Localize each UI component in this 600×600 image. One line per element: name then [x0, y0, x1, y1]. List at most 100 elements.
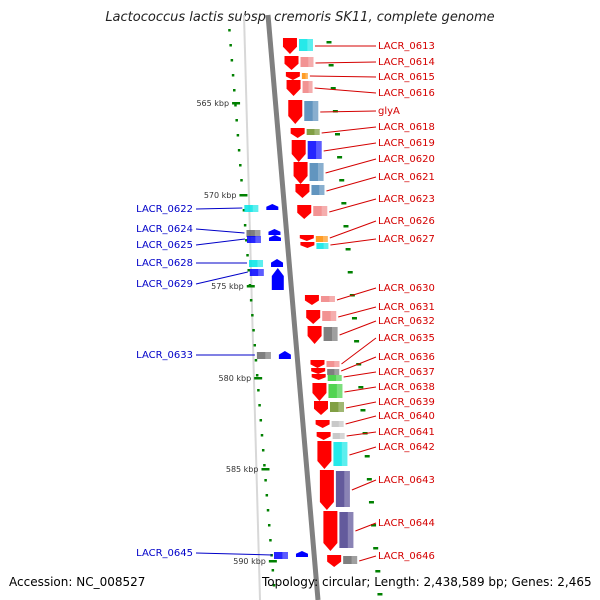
cds-arrow-reverse	[271, 259, 284, 267]
cds-arrow	[313, 401, 328, 415]
gene-feature-shade	[305, 73, 308, 79]
scale-dot	[257, 389, 260, 392]
scale-dot	[264, 479, 267, 482]
scale-dot	[267, 524, 271, 527]
gene-feature-shade	[338, 402, 344, 412]
gene-feature	[244, 205, 259, 212]
gene-feature-shade	[338, 421, 344, 427]
gene-feature-shade	[254, 230, 261, 237]
gene-feature	[327, 375, 342, 381]
scale-dash	[377, 593, 383, 596]
gene-feature-shade	[330, 311, 337, 321]
gene-label: LACR_0620	[378, 154, 435, 165]
tick-label: 565 kbp	[196, 99, 229, 108]
gene-feature-shade	[257, 260, 264, 267]
cds-arrow-reverse	[266, 204, 279, 210]
tick-label: 585 kbp	[226, 465, 259, 474]
scale-dash	[341, 202, 347, 205]
label-connector	[336, 287, 377, 301]
label-connector	[195, 228, 245, 234]
gene-label: LACR_0613	[378, 41, 435, 52]
label-connector	[345, 415, 377, 425]
scale-dot	[259, 419, 263, 422]
scale-dot	[228, 29, 231, 32]
gene-feature-shade	[282, 552, 288, 559]
scale-dot	[263, 464, 266, 467]
scale-dot	[265, 494, 269, 497]
cds-arrow	[311, 368, 326, 374]
gene-label: LACR_0637	[378, 367, 435, 378]
gene-feature	[339, 512, 354, 548]
scale-dot	[234, 104, 237, 107]
label-connector	[349, 446, 377, 456]
cds-arrow	[319, 470, 334, 510]
gene-feature	[249, 269, 264, 276]
scale-dash	[354, 340, 360, 343]
scale-dot	[271, 569, 275, 572]
cds-arrow	[286, 80, 301, 96]
tick-mark	[232, 102, 241, 105]
gene-feature	[306, 129, 320, 135]
scale-dot	[266, 509, 270, 512]
tick-label: 590 kbp	[233, 557, 266, 566]
gene-label: LACR_0645	[136, 548, 193, 559]
scale-dot	[245, 239, 248, 242]
tick-label: 575 kbp	[211, 282, 244, 291]
tick-mark	[268, 560, 277, 563]
gene-feature	[335, 471, 350, 507]
gene-feature	[311, 185, 325, 195]
gene-feature	[331, 421, 344, 427]
gene-feature-shade	[252, 205, 259, 212]
scale-dash	[339, 179, 345, 182]
scale-dash	[371, 524, 377, 527]
scale-dot	[251, 314, 254, 317]
cds-arrow-reverse	[268, 229, 281, 235]
label-connector	[341, 337, 377, 365]
gene-feature	[332, 433, 345, 439]
gene-label: LACR_0638	[378, 382, 435, 393]
scale-dash	[347, 271, 353, 274]
label-connector	[320, 110, 377, 113]
gene-feature-shade	[265, 352, 271, 359]
gene-feature-shade	[347, 512, 354, 548]
gene-label: LACR_0623	[378, 194, 435, 205]
scale-dot	[272, 584, 276, 587]
label-connector	[315, 61, 377, 64]
label-connector	[359, 555, 377, 562]
gene-label: LACR_0628	[136, 258, 193, 269]
cds-arrow	[316, 432, 331, 440]
gene-label: LACR_0616	[378, 88, 435, 99]
gene-feature-shade	[336, 384, 343, 398]
cds-arrow	[300, 242, 315, 248]
gene-feature-shade	[255, 236, 261, 243]
label-connector	[344, 386, 377, 393]
gene-feature-shade	[321, 206, 328, 216]
cds-arrow-reverse	[295, 551, 308, 557]
label-connector	[314, 87, 377, 94]
cds-arrow	[310, 360, 325, 368]
gene-label: LACR_0614	[378, 57, 435, 68]
gene-feature	[256, 352, 271, 359]
gene-feature	[328, 384, 343, 398]
gene-label: LACR_0646	[378, 551, 435, 562]
tick-label: 570 kbp	[204, 191, 237, 200]
label-connector	[195, 552, 272, 556]
scale-dot	[255, 374, 259, 377]
gene-feature	[320, 296, 335, 302]
tick-mark	[239, 194, 248, 197]
gene-label: LACR_0631	[378, 302, 435, 313]
scale-dot	[246, 254, 249, 257]
gene-feature-shade	[331, 327, 338, 341]
gene-label: LACR_0627	[378, 234, 435, 245]
gene-feature-shade	[308, 81, 313, 93]
cds-arrow	[312, 383, 327, 401]
scale-dot	[237, 149, 241, 152]
gene-feature	[333, 442, 348, 466]
scale-dash	[358, 386, 364, 389]
gene-feature	[307, 141, 322, 159]
gene-label: LACR_0618	[378, 122, 435, 133]
gene-label: LACR_0630	[378, 283, 435, 294]
scale-dash	[328, 64, 334, 67]
